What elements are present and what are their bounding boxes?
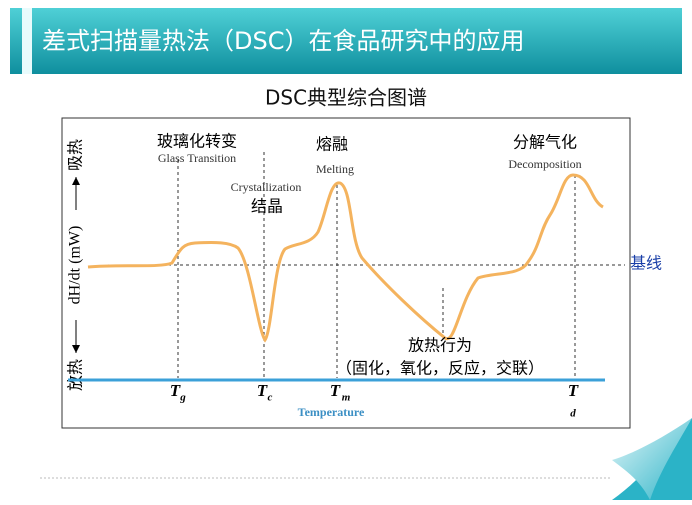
y-low: 放热 (66, 359, 85, 391)
header-band (10, 8, 682, 74)
y-unit: dH/dt (mW) (67, 226, 84, 305)
annotation: Melting (316, 162, 354, 176)
annotation: 分解气化 (513, 133, 577, 152)
page-curl (612, 418, 692, 500)
header-stripe (22, 8, 32, 74)
annotation: Decomposition (508, 157, 581, 171)
arrowhead (72, 345, 80, 353)
header-title: 差式扫描量热法（DSC）在食品研究中的应用 (42, 27, 524, 55)
y-axis-label: 放热 dH/dt (mW) 吸热 (66, 139, 85, 391)
marker-subscript: c (268, 392, 273, 404)
annotation: 结晶 (251, 197, 283, 216)
arrowhead (72, 177, 80, 185)
marker-symbol: T (330, 381, 341, 400)
marker-symbol: T (257, 381, 268, 400)
diagram-frame (61, 117, 631, 429)
annotation: 玻璃化转变 (157, 132, 237, 151)
baseline-label: 基线 (630, 254, 662, 273)
annotation: Crystallization (231, 180, 302, 194)
marker-symbol: T (170, 381, 181, 400)
marker-symbol: T (568, 381, 579, 400)
marker-subscript: d (570, 408, 576, 420)
marker-subscript: m (342, 392, 351, 404)
annotation: 放热行为 (408, 336, 472, 355)
marker-subscript: g (179, 392, 186, 404)
annotation: 熔融 (316, 135, 348, 154)
diagram-title: DSC典型综合图谱 (265, 86, 427, 110)
annotation: （固化，氧化，反应，交联） (336, 359, 544, 378)
annotation: Glass Transition (158, 151, 236, 165)
y-high: 吸热 (66, 139, 85, 171)
x-axis-label: Temperature (298, 405, 365, 419)
page-curl-fold (612, 418, 692, 500)
dsc-curve (87, 173, 604, 343)
